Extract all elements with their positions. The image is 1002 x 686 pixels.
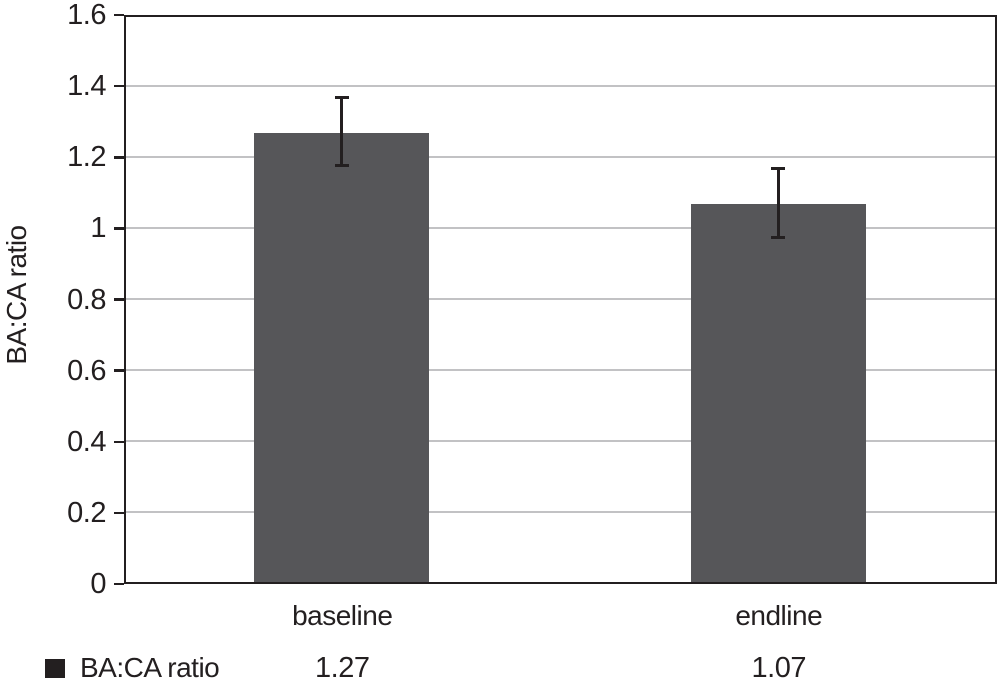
y-axis-tick — [114, 298, 124, 301]
y-tick-label: 1.6 — [67, 0, 106, 31]
x-category-label-endline: endline — [735, 600, 823, 631]
y-tick-label: 1 — [90, 212, 106, 245]
y-axis-tick — [114, 511, 124, 515]
y-axis-tick — [114, 227, 124, 230]
y-tick-label: 0.6 — [67, 354, 106, 387]
y-tick-label: 0.8 — [67, 283, 106, 316]
gridline — [126, 369, 995, 372]
y-tick-label: 0.4 — [67, 425, 106, 458]
y-axis-tick — [114, 440, 124, 443]
y-axis-tick — [114, 582, 124, 586]
y-tick-label: 0.2 — [67, 496, 106, 529]
y-axis-tick — [114, 13, 124, 17]
y-tick-label: 1.2 — [67, 141, 106, 174]
legend-series-label: BA:CA ratio — [80, 652, 220, 683]
y-tick-label: 0 — [90, 568, 106, 600]
y-tick-label: 1.4 — [67, 70, 106, 103]
y-axis-tick — [114, 84, 124, 88]
legend-marker-square-icon — [45, 659, 65, 678]
error-bar-cap — [771, 235, 786, 239]
gridline — [126, 84, 995, 87]
error-bar-baseline — [340, 96, 344, 168]
x-category-label-baseline: baseline — [292, 600, 393, 631]
y-axis-tick — [114, 369, 124, 372]
gridline — [126, 440, 995, 443]
gridline — [126, 511, 995, 514]
error-bar-cap — [334, 164, 349, 168]
gridline — [126, 226, 995, 229]
bar-endline — [690, 203, 866, 582]
plot-area — [124, 15, 997, 584]
error-bar-cap — [334, 96, 349, 100]
error-bar-endline — [776, 167, 780, 239]
error-bar-cap — [771, 167, 786, 171]
gridline — [126, 298, 995, 300]
table-value-baseline: 1.27 — [315, 652, 370, 684]
gridline — [126, 155, 995, 158]
bar-baseline — [254, 132, 430, 582]
y-axis-tick — [114, 156, 124, 159]
table-value-endline: 1.07 — [751, 652, 807, 684]
